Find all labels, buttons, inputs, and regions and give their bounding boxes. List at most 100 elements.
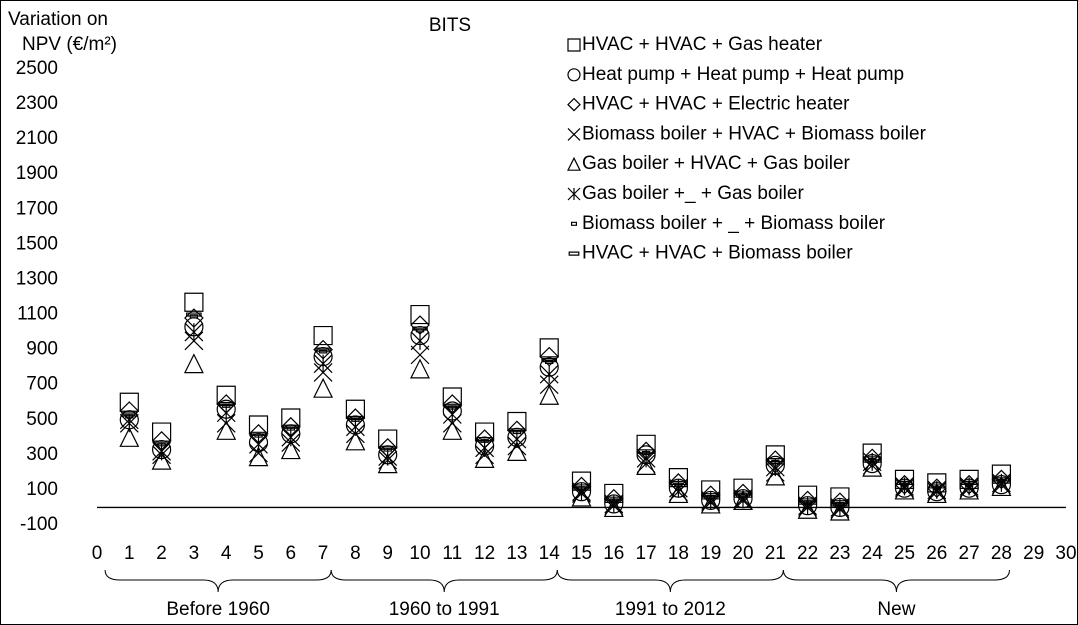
- data-point: [119, 426, 140, 447]
- data-point: [545, 359, 554, 364]
- group-label: 1960 to 1991: [389, 599, 500, 620]
- y-tick-label: 1500: [16, 233, 58, 254]
- data-point: [604, 494, 624, 514]
- data-point: [313, 354, 333, 374]
- data-point: [216, 413, 236, 433]
- x-tick-label: 15: [571, 543, 592, 564]
- data-point: [379, 445, 396, 450]
- x-tick-label: 9: [382, 543, 393, 564]
- data-point: [932, 486, 941, 491]
- x-tick-label: 10: [409, 543, 430, 564]
- data-point: [799, 498, 816, 503]
- x-tick-label: 24: [862, 543, 884, 564]
- data-point: [410, 358, 430, 379]
- data-point: [798, 496, 818, 516]
- x-tick-label: 28: [991, 543, 1012, 564]
- data-point: [347, 415, 364, 421]
- legend-symbol: [567, 187, 581, 201]
- y-tick-label: 1100: [17, 304, 58, 325]
- y-tick-label: 300: [26, 444, 58, 465]
- data-point: [442, 419, 463, 440]
- x-tick-label: 17: [636, 543, 657, 564]
- x-tick-label: 4: [221, 543, 232, 564]
- data-point: [832, 500, 848, 505]
- group-label: New: [877, 599, 915, 620]
- data-point: [184, 322, 204, 342]
- data-point: [864, 456, 880, 461]
- data-point: [218, 401, 234, 407]
- data-point: [735, 491, 751, 496]
- data-point: [286, 426, 295, 431]
- data-point: [189, 314, 199, 319]
- x-tick-label: 27: [959, 543, 980, 564]
- data-point: [868, 458, 877, 463]
- x-tick-label: 19: [700, 543, 721, 564]
- data-point: [797, 498, 818, 519]
- data-point: [572, 482, 591, 502]
- x-tick-label: 2: [156, 543, 167, 564]
- data-point: [670, 480, 687, 486]
- legend-label: Biomass boiler + _ + Biomass boiler: [582, 213, 886, 234]
- x-tick-label: 20: [732, 543, 753, 564]
- y-tick-label: 1300: [16, 268, 58, 289]
- y-tick-label: 1700: [16, 198, 58, 219]
- data-point: [475, 422, 495, 442]
- data-point: [894, 479, 915, 500]
- data-point: [830, 498, 850, 517]
- legend-label: Heat pump + Heat pump + Heat pump: [582, 64, 904, 85]
- x-tick-label: 0: [92, 543, 103, 564]
- data-point: [765, 465, 786, 486]
- data-point: [733, 489, 753, 509]
- x-tick-label: 3: [189, 543, 200, 564]
- x-tick-label: 30: [1055, 543, 1076, 564]
- data-point: [701, 491, 721, 510]
- data-point: [222, 403, 231, 408]
- data-point: [636, 455, 657, 475]
- data-point: [771, 459, 780, 464]
- data-point: [959, 479, 980, 500]
- x-tick-label: 11: [442, 543, 462, 564]
- data-point: [345, 430, 366, 451]
- data-point: [125, 414, 134, 419]
- legend-symbol: [567, 97, 581, 112]
- data-point: [121, 412, 138, 417]
- data-point: [767, 458, 784, 463]
- x-tick-label: 6: [286, 543, 297, 564]
- data-point: [254, 433, 263, 438]
- x-tick-label: 22: [797, 543, 818, 564]
- data-point: [153, 440, 170, 445]
- data-point: [541, 358, 557, 363]
- data-point: [926, 483, 947, 504]
- data-point: [702, 493, 719, 498]
- data-point: [410, 331, 430, 351]
- data-point: [993, 477, 1010, 482]
- group-label: 1991 to 2012: [615, 599, 726, 620]
- data-point: [674, 482, 683, 487]
- data-point: [313, 325, 333, 346]
- data-point: [351, 417, 360, 422]
- data-point: [512, 429, 522, 435]
- x-tick-label: 16: [603, 543, 624, 564]
- data-point: [961, 480, 977, 486]
- group-brace: [556, 569, 784, 593]
- x-tick-label: 14: [539, 543, 561, 564]
- data-point: [383, 447, 392, 452]
- y-tick-label: -100: [20, 514, 58, 535]
- x-tick-label: 13: [506, 543, 527, 564]
- data-point: [803, 500, 812, 505]
- data-point: [151, 449, 172, 470]
- y-tick-label: 1900: [16, 163, 58, 184]
- y-tick-label: 700: [26, 374, 58, 395]
- data-point: [249, 434, 268, 454]
- data-point: [415, 328, 425, 333]
- data-point: [539, 384, 560, 405]
- x-tick-label: 23: [829, 543, 850, 564]
- x-tick-label: 26: [926, 543, 947, 564]
- group-brace: [330, 569, 558, 593]
- legend-symbol: [571, 221, 577, 226]
- y-tick-label: 900: [26, 339, 58, 360]
- data-point: [896, 480, 913, 486]
- data-point: [700, 493, 721, 514]
- y-tick-label: 2300: [16, 93, 58, 114]
- data-point: [186, 312, 202, 317]
